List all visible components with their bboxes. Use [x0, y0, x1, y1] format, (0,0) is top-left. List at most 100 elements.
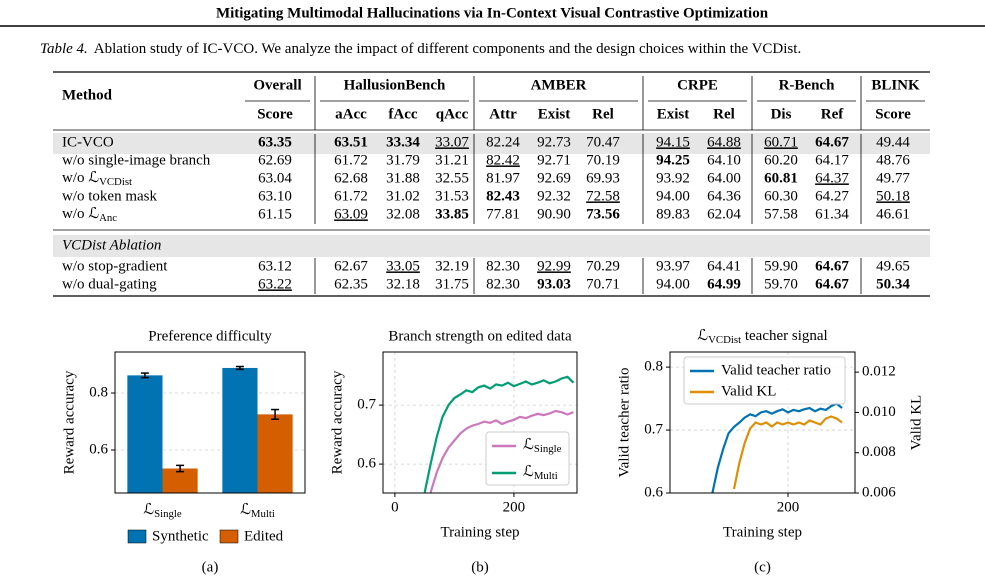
- method-cell: w/o ℒVCDist: [62, 170, 132, 188]
- table-cell: 94.00: [656, 188, 690, 204]
- section-title: VCDist Ablation: [62, 237, 161, 253]
- y2-tick-label: 0.012: [862, 364, 896, 380]
- legend-label-part: Single: [534, 443, 562, 455]
- table-cell: 50.18: [876, 188, 910, 204]
- legend-label-part: Multi: [534, 470, 558, 482]
- table-cell: 33.07: [435, 134, 469, 150]
- chart-title: ℒVCDist teacher signal: [697, 328, 827, 346]
- table-cell: 63.12: [258, 258, 292, 274]
- figures: Preference difficulty (a) Reward accuracy 0…: [61, 328, 924, 575]
- legend-label: ℒMulti: [523, 464, 558, 482]
- column-header: Exist: [538, 106, 571, 122]
- chart-title-part: VCDist: [708, 334, 741, 346]
- y2-tick-label: 0.008: [862, 444, 896, 460]
- x-tick-label: ℒMulti: [240, 502, 275, 520]
- table-cell: 63.10: [258, 188, 292, 204]
- table-cell: 32.55: [435, 170, 469, 186]
- caption-text: Ablation study of IC-VCO. We analyze the…: [94, 41, 801, 57]
- legend-label: Edited: [244, 528, 284, 544]
- column-header: Score: [257, 106, 293, 122]
- table-caption: Table 4. Ablation study of IC-VCO. We ana…: [40, 41, 801, 57]
- y2-tick-label: 0.006: [862, 484, 896, 500]
- table-cell: 92.99: [537, 258, 571, 274]
- caption-label: Table 4.: [40, 41, 88, 57]
- table-cell: 62.68: [334, 170, 368, 186]
- column-header: fAcc: [388, 106, 417, 122]
- table-cell: 50.34: [876, 276, 910, 292]
- x-tick-label: 0: [391, 499, 399, 515]
- method-cell-part: w/o ℒ: [62, 206, 99, 222]
- plot-frame: [669, 351, 856, 494]
- table-cell: 92.71: [537, 152, 571, 168]
- bar: [222, 367, 258, 493]
- method-cell: w/o stop-gradient: [62, 258, 168, 274]
- column-header: Ref: [821, 106, 844, 122]
- table-cell: 70.29: [586, 258, 620, 274]
- table-cell: 33.85: [435, 206, 469, 222]
- table-cell: 90.90: [537, 206, 571, 222]
- page-title: Mitigating Multimodal Hallucinations via…: [216, 5, 769, 21]
- error-bar: [176, 464, 185, 473]
- column-header: qAcc: [436, 106, 469, 122]
- table-cell: 61.72: [334, 152, 368, 168]
- legend-swatch: [127, 529, 147, 544]
- column-header: aAcc: [335, 106, 367, 122]
- figure-label: (c): [754, 559, 771, 575]
- table-cell: 60.81: [764, 170, 798, 186]
- method-cell: w/o dual-gating: [62, 276, 157, 292]
- bar: [127, 375, 163, 493]
- table-cell: 92.73: [537, 134, 571, 150]
- legend-box: [683, 356, 846, 405]
- table-cell: 32.19: [435, 258, 469, 274]
- figure-label: (b): [471, 559, 489, 575]
- legend-label: Synthetic: [152, 528, 209, 544]
- x-tick-label: 200: [777, 499, 800, 515]
- error-bar: [235, 365, 244, 371]
- method-cell: w/o single-image branch: [62, 152, 211, 168]
- legend-label-part: ℒ: [523, 437, 534, 453]
- section-band: [53, 235, 930, 257]
- table-cell: 31.75: [435, 276, 469, 292]
- x-tick-label: ℒSingle: [143, 502, 182, 520]
- table-cell: 81.97: [486, 170, 520, 186]
- data-line: [423, 375, 575, 493]
- x-axis-label: Training step: [440, 524, 519, 540]
- group-header: AMBER: [531, 77, 587, 93]
- table-cell: 77.81: [486, 206, 520, 222]
- table-cell: 57.58: [764, 206, 798, 222]
- x-axis-label: Training step: [723, 524, 802, 540]
- table-cell: 70.47: [586, 134, 620, 150]
- x-tick-label-part: ℒ: [143, 502, 154, 518]
- method-cell: w/o token mask: [62, 188, 157, 204]
- bar: [162, 468, 198, 493]
- table-cell: 64.67: [815, 134, 849, 150]
- table-cell: 94.15: [656, 134, 690, 150]
- x-tick-label-part: Multi: [251, 508, 275, 520]
- table-cell: 31.53: [435, 188, 469, 204]
- table-cell: 46.61: [876, 206, 910, 222]
- table-cell: 63.09: [334, 206, 368, 222]
- table-cell: 31.79: [386, 152, 420, 168]
- chart-title-part: teacher signal: [741, 328, 828, 344]
- table-cell: 60.71: [764, 134, 798, 150]
- legend-label: Valid teacher ratio: [721, 362, 831, 378]
- data-line: [732, 415, 843, 490]
- y2-tick-label: 0.010: [862, 404, 896, 420]
- group-header: HallusionBench: [344, 77, 446, 93]
- table-cell: 59.90: [764, 258, 798, 274]
- table-cell: 61.72: [334, 188, 368, 204]
- table-cell: 49.44: [876, 134, 910, 150]
- y-tick-label: 0.6: [89, 441, 108, 457]
- table-cell: 64.36: [707, 188, 741, 204]
- plot-frame: [114, 351, 306, 494]
- table-cell: 31.88: [386, 170, 420, 186]
- column-header: Score: [875, 106, 911, 122]
- y-tick-label: 0.7: [644, 421, 663, 437]
- table-cell: 48.76: [876, 152, 910, 168]
- error-bar: [140, 372, 149, 379]
- table-cell: 33.05: [386, 258, 420, 274]
- table-cell: 82.30: [486, 258, 520, 274]
- table-cell: 64.17: [815, 152, 849, 168]
- table-cell: 32.18: [386, 276, 420, 292]
